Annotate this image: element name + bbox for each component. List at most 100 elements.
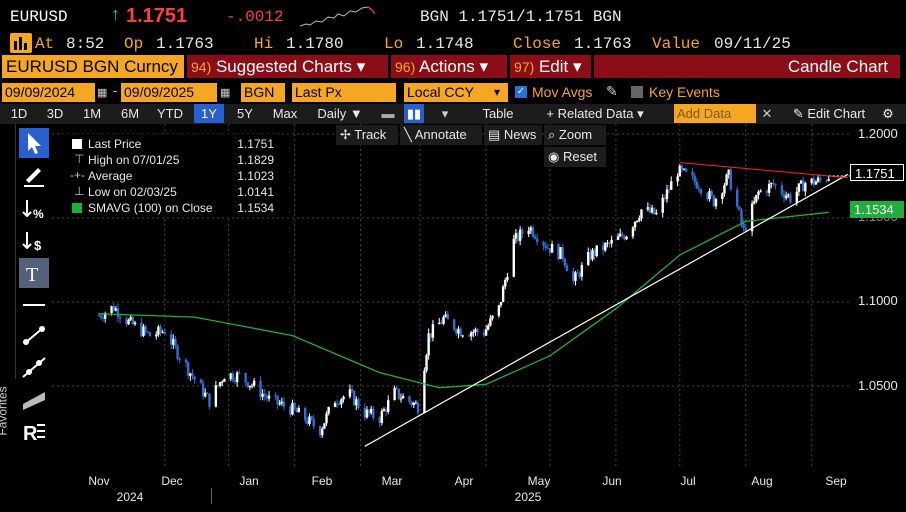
line-tool-icon[interactable] [19,290,49,320]
edit-button[interactable]: 97) Edit ▾ [510,55,591,78]
table-button[interactable]: Table [482,106,514,121]
candle-body [399,398,403,400]
favorites-label[interactable]: Favorites [0,386,10,436]
sma-line [98,211,829,389]
legend-high[interactable]: ⊤ High on 07/01/25 1.1829 [60,152,278,168]
period-max[interactable]: Max [272,106,298,121]
currency-dropdown-icon[interactable]: ▾ [494,83,508,102]
ticker[interactable]: EURUSD [10,8,68,26]
pointer-tool-icon[interactable] [19,128,49,158]
currency-select[interactable]: Local CCY [404,83,508,102]
legend-low[interactable]: ⊥ Low on 02/03/25 1.0141 [60,184,278,200]
text-tool-icon[interactable]: T [19,258,49,288]
add-data-field[interactable]: Add Data [674,104,756,123]
main-toolbar: EURUSD BGN Curncy 94) Suggested Charts ▾… [0,55,906,78]
dollar-tool-icon[interactable]: $ [19,226,49,256]
candle-body [267,395,271,399]
candle-body [476,329,479,333]
candle-body [348,389,352,397]
suggested-charts-button[interactable]: 94) Suggested Charts ▾ [187,55,388,78]
trendline-tool-icon[interactable] [19,320,49,350]
chart-type-title[interactable]: Candle Chart [594,55,900,78]
chart-icon[interactable] [10,33,32,53]
high-marker-icon: ⊤ [74,152,85,166]
style-dropdown-icon[interactable]: ▾ [441,106,449,121]
gear-icon[interactable]: ⚙ [882,106,894,121]
percent-tool-icon[interactable]: % [19,194,49,224]
candle-body [357,399,360,408]
up-arrow-icon: ↑ [110,6,121,26]
mov-avgs-checkbox[interactable]: ✓ [515,86,527,98]
actions-button[interactable]: 96) Actions ▾ [391,55,507,78]
actions-number: 96) [395,59,416,75]
period-1m[interactable]: 1M [82,106,102,121]
candle-body [429,333,432,338]
candle-body [214,385,218,407]
candle-body [655,212,658,215]
candle-body [321,428,324,436]
close-icon[interactable]: ✕ [761,106,773,121]
related-data-button[interactable]: + Related Data ▾ [546,106,644,121]
candle-body [455,329,458,334]
candle-body [155,334,158,337]
field-select[interactable]: Last Px [292,83,396,102]
zoom-button[interactable]: ⌕ Zoom [544,125,606,145]
candle-body [342,396,345,400]
candle-body [204,392,207,397]
ray-tool-icon[interactable] [19,352,49,382]
candle-body [484,329,488,336]
key-events-checkbox[interactable] [631,86,643,98]
calendar-icon[interactable]: ▦ [97,87,108,99]
candle-body [736,189,739,207]
candle-body [721,193,724,199]
candle-body [163,331,166,335]
candle-body [667,189,671,191]
annotate-button[interactable]: ╲ Annotate [400,125,482,145]
candle-body [574,272,577,281]
legend-value: 1.0141 [237,185,274,199]
candle-body [744,227,747,232]
frequency-select[interactable]: Daily ▼ [317,106,363,121]
candle-body [246,382,249,388]
period-6m[interactable]: 6M [120,106,140,121]
end-date-field[interactable]: 09/09/2025 [121,83,217,102]
period-ytd[interactable]: YTD [157,106,183,121]
candle-body [114,308,118,311]
fibonacci-tool-icon[interactable]: R [19,416,49,446]
candle-body [501,286,505,303]
bar-style-icon[interactable]: ▮▮ [404,104,424,123]
candle-body [431,324,435,338]
period-1d[interactable]: 1D [10,106,28,121]
candle-body [653,207,656,215]
last-price-swatch [72,139,82,149]
edit-chart-button[interactable]: ✎ Edit Chart [782,104,876,123]
candle-body [608,242,611,244]
price-chart[interactable] [52,124,850,489]
legend-average[interactable]: -+- Average 1.1023 [60,168,278,184]
legend-sma[interactable]: SMAVG (100) on Close 1.1534 [60,200,278,216]
period-5y[interactable]: 5Y [237,106,253,121]
news-button[interactable]: ▤ News [484,125,542,145]
chart-style-icon[interactable]: ▬ [381,106,395,121]
pencil-icon: ✎ [792,106,808,121]
track-button[interactable]: ✢ Track [336,125,398,145]
pencil-icon[interactable]: ✎ [606,83,618,99]
candle-body [621,233,624,237]
period-1y[interactable]: 1Y [194,104,224,123]
chart-controls: 09/09/2024 ▦ - 09/09/2025 ▦ BGN Last Px … [0,83,906,103]
calendar-icon[interactable]: ▦ [220,87,231,99]
candle-body [293,402,296,409]
security-field[interactable]: EURUSD BGN Curncy [2,55,184,78]
legend-last-price[interactable]: Last Price 1.1751 [60,136,278,152]
candle-body [521,229,524,235]
candle-body [638,218,641,221]
source-field[interactable]: BGN [241,83,285,102]
pen-tool-icon[interactable] [19,160,49,190]
start-date-field[interactable]: 09/09/2024 [2,83,95,102]
candle-body [772,183,775,185]
period-3d[interactable]: 3D [46,106,64,121]
channel-tool-icon[interactable] [19,384,49,414]
candle-body [527,230,530,235]
candle-body [789,194,792,203]
reset-button[interactable]: ◉ Reset [544,147,606,167]
